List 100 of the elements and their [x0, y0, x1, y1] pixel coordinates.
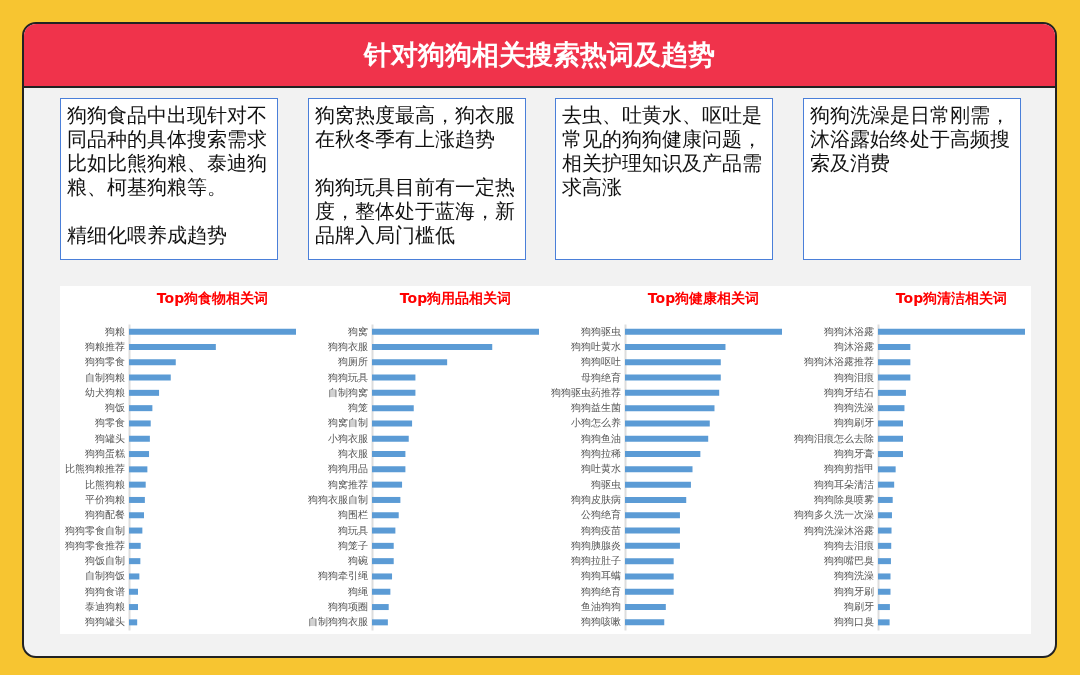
bar [625, 466, 693, 473]
bar [129, 420, 151, 427]
y-tick-label: 狗狗疫苗 [580, 524, 621, 536]
y-tick-label: 母狗绝育 [580, 371, 621, 383]
y-tick-label: 狗狗泪痕 [833, 371, 874, 383]
bar [129, 619, 138, 626]
y-tick-label: 狗狗吐黄水 [570, 340, 621, 352]
bar [129, 527, 143, 534]
y-tick-label: 狗狗零食自制 [64, 524, 125, 536]
bar [878, 420, 903, 427]
y-tick-label: 狗狗蛋糕 [84, 448, 125, 460]
chart-title: Top狗食物相关词 [156, 290, 269, 306]
bar [372, 389, 416, 396]
bar [129, 588, 139, 595]
bar [129, 359, 176, 366]
bar [878, 481, 895, 488]
bar [372, 451, 406, 458]
bar [625, 481, 691, 488]
bar [372, 604, 389, 611]
bar [129, 466, 148, 473]
y-tick-label: 狗驱虫 [590, 478, 621, 490]
y-tick-label: 狗碗 [347, 555, 368, 567]
y-tick-label: 泰迪狗粮 [84, 601, 125, 613]
y-tick-label: 狗狗食谱 [84, 585, 125, 597]
bar [625, 374, 721, 381]
bar [372, 435, 409, 442]
bar [129, 542, 141, 549]
y-tick-label: 狗窝自制 [327, 417, 368, 429]
y-tick-label: 狗狗呕吐 [580, 356, 621, 368]
y-tick-label: 狗狗皮肤病 [570, 493, 621, 505]
y-tick-label: 比熊狗粮 [84, 478, 125, 490]
bar [878, 512, 892, 519]
bar [625, 420, 710, 427]
text: 狗狗玩具目前有一定热度，整体处于蓝海，新品牌入局门槛低 [314, 175, 516, 247]
y-tick-label: 比熊狗粮推荐 [64, 463, 125, 475]
y-tick-label: 自制狗窝 [327, 386, 368, 398]
bar [372, 496, 401, 503]
y-tick-label: 狗狗鱼油 [580, 432, 621, 444]
y-tick-label: 狗窝 [347, 325, 368, 337]
y-tick-label: 狗罐头 [94, 432, 125, 444]
bar [625, 343, 726, 350]
bar [372, 481, 403, 488]
bar [625, 512, 680, 519]
bar [372, 405, 414, 412]
bar [372, 343, 493, 350]
bar [129, 451, 150, 458]
bar [129, 512, 145, 519]
bar [625, 527, 680, 534]
y-tick-label: 狗衣服 [337, 448, 368, 460]
y-tick-label: 狗狗玩具 [327, 371, 368, 383]
bar [372, 527, 396, 534]
bar [129, 343, 216, 350]
y-tick-label: 狗绳 [347, 585, 368, 597]
bar [372, 619, 388, 626]
y-tick-label: 狗厕所 [337, 356, 368, 368]
bar [878, 619, 890, 626]
bar [878, 343, 911, 350]
bar [625, 573, 674, 580]
bar [372, 374, 416, 381]
bar [878, 496, 893, 503]
y-tick-label: 狗笼 [347, 402, 368, 414]
y-tick-label: 狗狗驱虫 [580, 325, 621, 337]
bar [878, 451, 903, 458]
bar [625, 542, 680, 549]
bar [625, 588, 674, 595]
y-tick-label: 小狗衣服 [327, 432, 368, 444]
y-tick-label: 狗狗洗澡沐浴露 [803, 524, 874, 536]
bar [878, 374, 911, 381]
bar [878, 405, 905, 412]
bar [625, 604, 666, 611]
bar [129, 604, 139, 611]
y-tick-label: 狗狗衣服 [327, 340, 368, 352]
bar [625, 435, 709, 442]
bar [129, 405, 153, 412]
bar [372, 359, 448, 366]
bar [878, 389, 906, 396]
y-tick-label: 狗玩具 [337, 524, 368, 536]
y-tick-label: 狗狗零食推荐 [64, 539, 125, 551]
bar [625, 389, 720, 396]
y-tick-label: 狗狗泪痕怎么去除 [793, 432, 874, 444]
y-tick-label: 狗狗衣服自制 [307, 493, 368, 505]
y-tick-label: 狗刷牙 [843, 601, 874, 613]
y-tick-label: 狗狗沐浴露 [823, 325, 874, 337]
bar [878, 558, 891, 565]
bar [878, 604, 890, 611]
y-tick-label: 狗饭自制 [84, 555, 125, 567]
y-tick-label: 平价狗粮 [84, 493, 125, 505]
y-tick-label: 狗狗耳朵清洁 [813, 478, 874, 490]
bar [625, 359, 721, 366]
bar [625, 558, 674, 565]
y-tick-label: 狗笼子 [337, 539, 368, 551]
y-tick-label: 狗狗咳嗽 [580, 616, 621, 628]
bar [878, 527, 892, 534]
bar [878, 573, 891, 580]
y-tick-label: 狗狗沐浴露推荐 [803, 356, 874, 368]
y-tick-label: 狗狗耳螨 [580, 570, 621, 582]
bar [625, 619, 665, 626]
y-tick-label: 狗狗洗澡 [833, 402, 874, 414]
y-tick-label: 狗狗用品 [327, 463, 368, 475]
y-tick-label: 狗围栏 [337, 509, 368, 521]
